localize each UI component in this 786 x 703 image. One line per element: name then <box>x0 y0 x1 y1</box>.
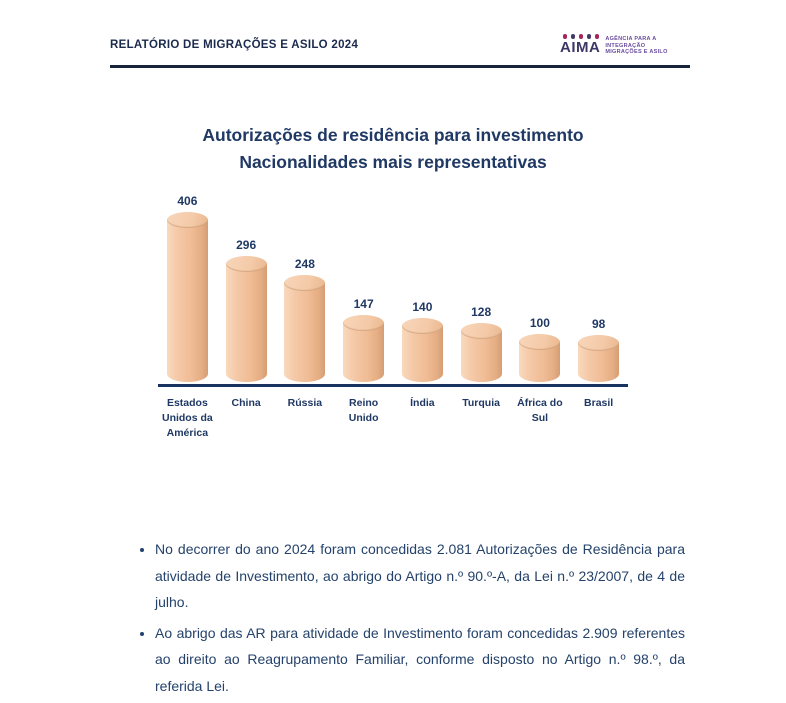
category-label: China <box>231 397 261 409</box>
cylinder-body <box>343 323 385 382</box>
bar-column: 406 <box>158 194 217 384</box>
bar-cylinder <box>225 256 267 382</box>
cylinder-body <box>166 220 208 382</box>
note-bullet-item: No decorrer do ano 2024 foram concedidas… <box>155 536 685 616</box>
category-label: Turquia <box>462 397 500 409</box>
category-label: Reino Unido <box>348 397 379 424</box>
bar-cylinder <box>343 315 385 382</box>
bar-cylinder <box>519 334 561 382</box>
report-page: RELATÓRIO DE MIGRAÇÕES E ASILO 2024 AIMA… <box>0 0 786 675</box>
aima-logo-mark: AIMA <box>560 34 600 55</box>
aima-logo-dots-icon <box>562 34 600 39</box>
bar-column: 296 <box>217 238 276 384</box>
bar-value-label: 147 <box>353 297 374 311</box>
aima-tagline-line2: INTEGRAÇÃO <box>605 42 646 49</box>
bar-cylinder <box>284 275 326 382</box>
report-header-title: RELATÓRIO DE MIGRAÇÕES E ASILO 2024 <box>110 39 359 51</box>
notes-section: No decorrer do ano 2024 foram concedidas… <box>129 536 685 703</box>
category-label: Estados Unidos da América <box>161 397 213 439</box>
cylinder-top-cap <box>343 315 385 331</box>
category-label: Índia <box>410 397 435 409</box>
bars-row: 406 296 248 147 140 128 <box>158 192 628 384</box>
bar-column: 98 <box>569 317 628 384</box>
note-bullet-item: Ao abrigo das AR para atividade de Inves… <box>155 620 685 700</box>
bar-column: 100 <box>511 316 570 384</box>
aima-tagline-line3: MIGRAÇÕES E ASILO <box>605 49 668 55</box>
chart-title-line1: Autorizações de residência para investim… <box>202 125 584 145</box>
chart-title: Autorizações de residência para investim… <box>0 122 786 176</box>
bar-value-label: 248 <box>294 257 315 271</box>
bar-value-label: 98 <box>591 317 606 331</box>
bar-value-label: 296 <box>236 238 257 252</box>
category-labels-row: Estados Unidos da América China Rússia R… <box>158 387 628 441</box>
chart-title-line2: Nacionalidades mais representativas <box>239 152 547 172</box>
cylinder-top-cap <box>225 256 267 272</box>
cylinder-top-cap <box>519 334 561 350</box>
cylinder-top-cap <box>284 275 326 291</box>
cylinder-top-cap <box>401 318 443 334</box>
cylinder-body <box>284 283 326 382</box>
cylinder-top-cap <box>578 335 620 351</box>
cylinder-top-cap <box>460 323 502 339</box>
cylinder-body <box>460 331 502 382</box>
x-axis-line <box>158 384 628 387</box>
aima-logo: AIMA AGÊNCIA PARA A INTEGRAÇÃO MIGRAÇÕES… <box>560 34 668 56</box>
bar-column: 147 <box>334 297 393 384</box>
bar-value-label: 140 <box>412 300 433 314</box>
bar-cylinder <box>401 318 443 382</box>
category-label: Brasil <box>584 397 614 409</box>
cylinder-body <box>401 326 443 382</box>
bar-value-label: 100 <box>529 316 550 330</box>
aima-logo-wordmark: AIMA <box>560 38 601 56</box>
cylinder-top-cap <box>166 212 208 228</box>
bar-chart: 406 296 248 147 140 128 <box>158 192 628 441</box>
bar-cylinder <box>578 335 620 382</box>
header-divider-line <box>110 65 690 68</box>
bar-value-label: 128 <box>471 305 492 319</box>
category-label: Rússia <box>287 397 323 409</box>
cylinder-body <box>225 264 267 382</box>
bar-column: 128 <box>452 305 511 384</box>
bar-cylinder <box>166 212 208 382</box>
aima-logo-tagline: AGÊNCIA PARA A INTEGRAÇÃO MIGRAÇÕES E AS… <box>605 34 667 56</box>
bar-column: 248 <box>276 257 335 384</box>
bar-column: 140 <box>393 300 452 384</box>
aima-tagline-line1: AGÊNCIA PARA A <box>605 36 657 42</box>
category-label: África do Sul <box>517 397 563 424</box>
bar-cylinder <box>460 323 502 382</box>
bar-value-label: 406 <box>177 194 198 208</box>
